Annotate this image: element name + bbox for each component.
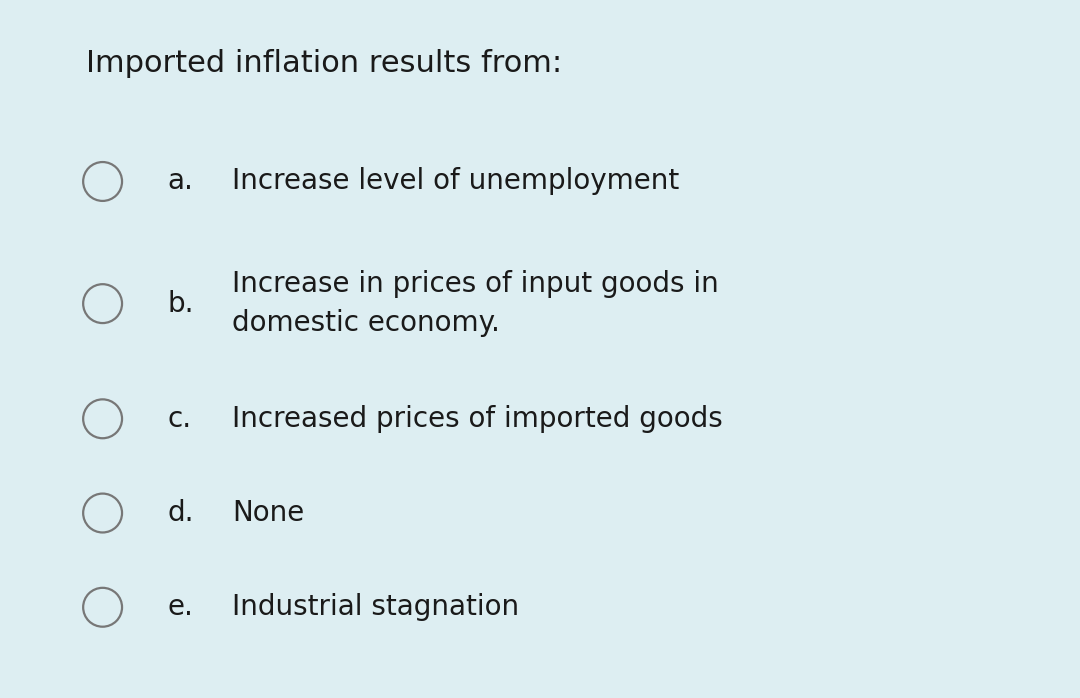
Text: None: None xyxy=(232,499,305,527)
Text: Increase in prices of input goods in
domestic economy.: Increase in prices of input goods in dom… xyxy=(232,270,719,337)
Text: Imported inflation results from:: Imported inflation results from: xyxy=(86,49,563,78)
Text: c.: c. xyxy=(167,405,191,433)
Text: b.: b. xyxy=(167,290,194,318)
Text: e.: e. xyxy=(167,593,193,621)
Text: d.: d. xyxy=(167,499,194,527)
Text: a.: a. xyxy=(167,168,193,195)
Text: Increased prices of imported goods: Increased prices of imported goods xyxy=(232,405,723,433)
Ellipse shape xyxy=(83,588,122,627)
Text: Increase level of unemployment: Increase level of unemployment xyxy=(232,168,679,195)
Ellipse shape xyxy=(83,284,122,323)
Ellipse shape xyxy=(83,162,122,201)
Ellipse shape xyxy=(83,493,122,533)
Text: Industrial stagnation: Industrial stagnation xyxy=(232,593,519,621)
Ellipse shape xyxy=(83,399,122,438)
